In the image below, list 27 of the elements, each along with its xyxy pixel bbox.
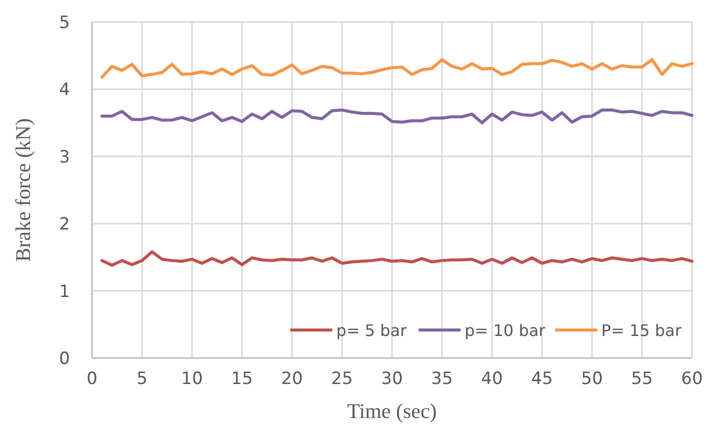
x-tick-label: 60	[681, 369, 703, 389]
line-series	[100, 108, 694, 124]
x-tick-label: 20	[281, 369, 303, 389]
x-tick-label: 55	[631, 369, 653, 389]
x-axis-title: Time (sec)	[347, 399, 437, 423]
x-tick-label: 30	[381, 369, 403, 389]
x-tick-label: 45	[531, 369, 553, 389]
y-tick-label: 1	[59, 282, 70, 302]
x-tick-label: 0	[86, 369, 98, 389]
x-tick-label: 25	[331, 369, 353, 389]
legend-label: p= 10 bar	[464, 321, 546, 340]
x-tick-label: 5	[136, 369, 148, 389]
x-tick-label: 10	[181, 369, 203, 389]
y-tick-label: 0	[59, 349, 70, 369]
x-tick-label: 50	[581, 369, 603, 389]
y-axis-title: Brake force (kN)	[11, 118, 35, 262]
y-tick-label: 4	[59, 80, 70, 100]
x-tick-label: 35	[431, 369, 453, 389]
line-series	[100, 250, 694, 267]
legend-label: P= 15 bar	[601, 321, 682, 340]
y-tick-label: 2	[59, 214, 70, 235]
line-series	[100, 58, 694, 79]
y-tick-label: 5	[59, 13, 70, 33]
x-tick-label: 40	[481, 369, 503, 389]
legend-label: p= 5 bar	[336, 321, 408, 340]
y-tick-label: 3	[59, 147, 70, 168]
x-tick-label: 15	[231, 369, 253, 389]
